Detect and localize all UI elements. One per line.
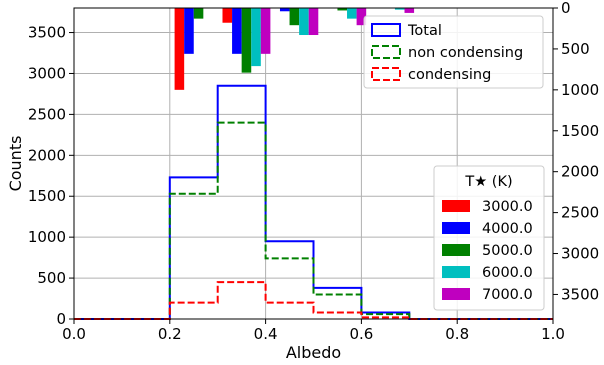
y-tick-label: 3500: [28, 24, 66, 42]
temp-bar: [356, 8, 367, 26]
y2-tick-label: 1000: [561, 81, 599, 99]
y-tick-label: 500: [37, 269, 66, 287]
legend-swatch: [371, 67, 401, 81]
x-tick-label: 0.2: [158, 325, 182, 343]
y2-tick-label: 0: [561, 0, 571, 17]
x-tick-label: 0.4: [254, 325, 278, 343]
legend-swatch: [442, 222, 470, 234]
temp-bar: [337, 8, 348, 11]
legend-swatch: [371, 23, 401, 37]
legend-title: T★ (K): [464, 174, 512, 190]
x-axis-ticks: 0.0 0.2 0.4 0.6 0.8 1.0: [62, 319, 565, 343]
legend-label: 6000.0: [482, 265, 533, 281]
y-tick-label: 2500: [28, 105, 66, 123]
legend-label: condensing: [408, 67, 491, 83]
y-tick-label: 3000: [28, 64, 66, 82]
temp-bar: [232, 8, 242, 54]
legend-swatch: [442, 244, 470, 256]
temp-bar: [289, 8, 300, 26]
temp-bar: [299, 8, 309, 36]
x-tick-label: 0.6: [349, 325, 373, 343]
y-tick-label: 1000: [28, 228, 66, 246]
legend-swatch: [442, 266, 470, 278]
legend-label: 5000.0: [482, 243, 533, 259]
legend-label: Total: [407, 23, 442, 39]
temp-bar: [241, 8, 252, 73]
legend-label: 7000.0: [482, 287, 533, 303]
temp-bar: [260, 8, 271, 54]
y-axis-ticks: 0 500 1000 1500 2000 2500 3000 3500: [28, 24, 74, 328]
temp-bar: [193, 8, 204, 19]
y-tick-label: 2000: [28, 146, 66, 164]
temp-bar: [279, 8, 290, 12]
y2-tick-label: 2500: [561, 204, 599, 222]
y2-tick-label: 3500: [561, 285, 599, 303]
legend-swatch: [371, 45, 401, 59]
temp-bar: [174, 8, 185, 90]
temperature-legend: T★ (K) 3000.0 4000.0 5000.0 6000.0 7000.0: [433, 165, 545, 311]
y2-tick-label: 2000: [561, 163, 599, 181]
temp-bar: [404, 8, 415, 13]
x-axis-label: Albedo: [286, 343, 341, 362]
legend-swatch: [442, 200, 470, 212]
y2-tick-label: 1500: [561, 122, 599, 140]
legend-swatch: [442, 288, 470, 300]
temp-bar: [222, 8, 233, 23]
y-tick-label: 1500: [28, 187, 66, 205]
legend-label: 3000.0: [482, 199, 533, 215]
legend-box: [363, 15, 544, 89]
legend-label: non condensing: [408, 45, 523, 61]
temp-bar: [251, 8, 261, 67]
legend-label: 4000.0: [482, 221, 533, 237]
x-tick-label: 0.8: [445, 325, 469, 343]
y-axis-label: Counts: [6, 136, 25, 192]
temp-bar: [308, 8, 319, 36]
temp-bar: [347, 8, 357, 19]
plot-frame: [73, 7, 554, 320]
y2-tick-label: 3000: [561, 245, 599, 263]
x-tick-label: 0.0: [62, 325, 86, 343]
histogram-legend: Total non condensing condensing: [363, 15, 544, 89]
x-tick-label: 1.0: [541, 325, 565, 343]
y-tick-label: 0: [56, 310, 66, 328]
temperature-bars: [174, 8, 415, 90]
temp-bar: [184, 8, 194, 54]
y2-axis-ticks: 0 500 1000 1500 2000 2500 3000 3500: [553, 0, 599, 303]
y2-tick-label: 500: [561, 40, 590, 58]
temp-bar: [394, 8, 405, 10]
